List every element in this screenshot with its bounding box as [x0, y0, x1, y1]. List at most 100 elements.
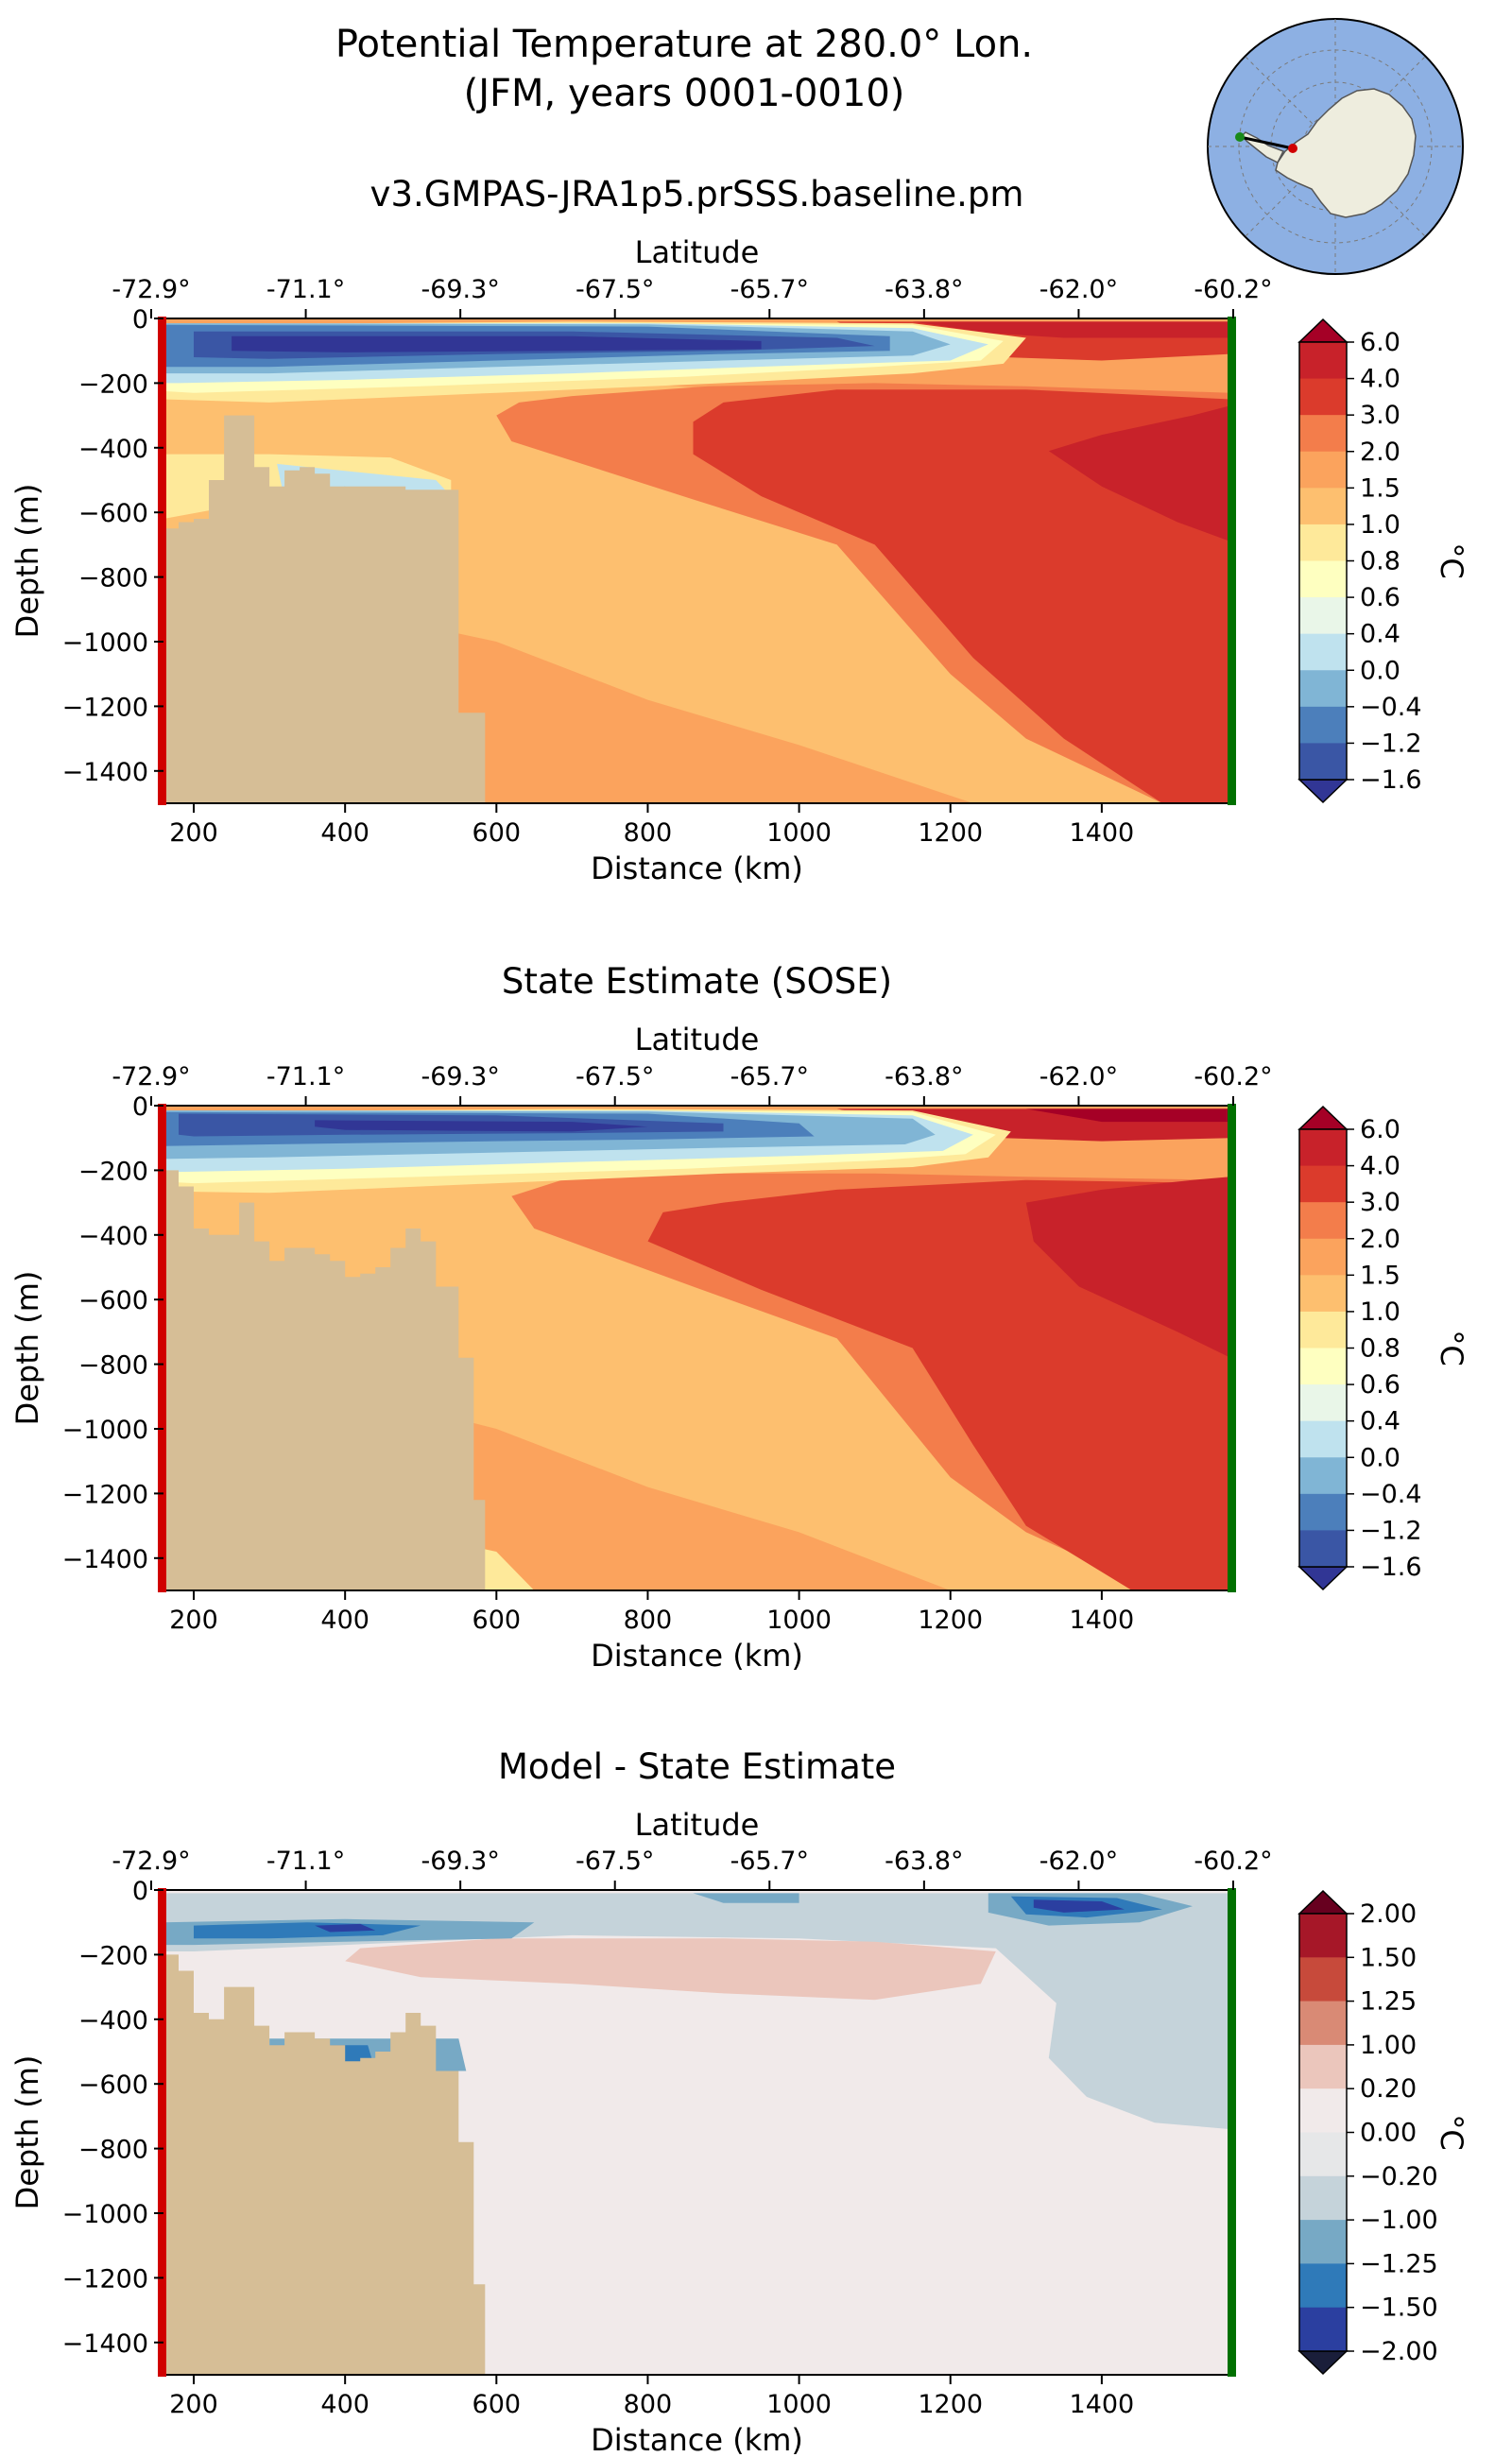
colorbar-segment	[1299, 1493, 1347, 1531]
y-axis-label: Depth (m)	[9, 484, 45, 639]
x-tick-label: 200	[169, 818, 218, 848]
top-axis-label: Latitude	[635, 1022, 760, 1057]
bathymetry	[163, 415, 486, 803]
colorbar: 6.0 4.0 3.0 2.0 1.5 1.0 0.8 0.6 0.4 0.0 −0.4 −1.2 −1…	[1297, 1105, 1469, 1591]
colorbar-tick-label: 0.0	[1360, 1443, 1400, 1472]
inset-section-line	[1239, 135, 1294, 150]
colorbar-extend-min	[1297, 1566, 1349, 1591]
lat-tick-label: -60.2°	[1194, 1847, 1272, 1876]
x-tick-label: 400	[320, 2390, 369, 2419]
colorbar-tick-label: −0.4	[1360, 693, 1422, 722]
colorbar-segment	[1299, 1202, 1347, 1240]
x-tick-label: 800	[624, 818, 673, 848]
contour-band	[345, 1938, 996, 2001]
lat-tick-label: -60.2°	[1194, 275, 1272, 304]
colorbar-tick-label: −2.00	[1360, 2337, 1438, 2366]
colorbar-tick-label: −1.2	[1360, 1516, 1422, 1545]
colorbar-segment	[1299, 415, 1347, 453]
colorbar-tick-label: 0.00	[1360, 2119, 1417, 2148]
y-tick-label: −800	[78, 564, 148, 593]
y-tick-label: −200	[78, 1941, 148, 1970]
colorbar-segment	[1299, 597, 1347, 635]
colorbar-tick-label: 0.4	[1360, 1407, 1400, 1436]
colorbar-segment	[1299, 1384, 1347, 1422]
colorbar-tick-label: −1.50	[1360, 2294, 1438, 2323]
x-axis-label: Distance (km)	[591, 850, 803, 886]
x-tick-label: 600	[472, 818, 522, 848]
y-tick-label: −600	[78, 499, 148, 528]
colorbar-tick-label: 4.0	[1360, 1152, 1400, 1181]
colorbar-segment	[1299, 633, 1347, 671]
colorbar-tick-label: 6.0	[1360, 1115, 1400, 1144]
colorbar-segment	[1299, 1165, 1347, 1203]
x-tick-label: 800	[624, 2390, 673, 2419]
x-tick-label: 1000	[766, 1606, 832, 1635]
colorbar-tick-label: −1.00	[1360, 2206, 1438, 2235]
y-tick-label: −400	[78, 435, 148, 464]
colorbar-tick-label: 1.5	[1360, 473, 1400, 503]
x-tick-label: 1000	[766, 2390, 832, 2419]
colorbar-segment	[1299, 488, 1347, 525]
y-tick-label: −800	[78, 2136, 148, 2165]
figure-title-line2: (JFM, years 0001-0010)	[464, 72, 905, 115]
y-tick-label: −400	[78, 1222, 148, 1251]
colorbar-tick-label: −1.6	[1360, 1553, 1422, 1582]
colorbar-tick-label: 0.6	[1360, 583, 1400, 612]
y-tick-label: −1200	[62, 2264, 148, 2294]
colorbar-segment	[1299, 524, 1347, 561]
lat-tick-label: -62.0°	[1040, 1062, 1118, 1091]
difference-panel: Model - State Estimate 200 400 600 800 1000 12…	[9, 1746, 1469, 2457]
lat-tick-label: -60.2°	[1194, 1062, 1272, 1091]
colorbar-segment	[1299, 1129, 1347, 1167]
colorbar-label: °C	[1434, 542, 1469, 578]
y-tick-label: −800	[78, 1351, 148, 1381]
colorbar-segment	[1299, 560, 1347, 598]
panel-title: v3.GMPAS-JRA1p5.prSSS.baseline.pm	[370, 174, 1024, 215]
y-tick-label: −200	[78, 1157, 148, 1186]
lat-tick-label: -63.8°	[885, 1062, 963, 1091]
colorbar-tick-label: 3.0	[1360, 401, 1400, 430]
colorbar-tick-label: 1.5	[1360, 1261, 1400, 1290]
colorbar-segment	[1299, 1457, 1347, 1495]
lat-tick-label: -63.8°	[885, 275, 963, 304]
colorbar-tick-label: −1.25	[1360, 2249, 1438, 2278]
panel-title: State Estimate (SOSE)	[502, 961, 892, 1002]
colorbar-segment	[1299, 2263, 1347, 2309]
lat-tick-label: -65.7°	[730, 275, 809, 304]
colorbar-tick-label: −1.6	[1360, 765, 1422, 795]
colorbar-tick-label: 2.0	[1360, 1225, 1400, 1254]
lat-tick-label: -69.3°	[421, 275, 499, 304]
y-tick-label: −200	[78, 369, 148, 399]
lat-tick-label: -62.0°	[1040, 1847, 1118, 1876]
top-axis-label: Latitude	[635, 234, 760, 270]
colorbar: 6.0 4.0 3.0 2.0 1.5 1.0 0.8 0.6 0.4 0.0 −0.4 −1.2 −1…	[1297, 318, 1469, 804]
colorbar-tick-label: 0.6	[1360, 1370, 1400, 1400]
lat-tick-label: -65.7°	[730, 1847, 809, 1876]
colorbar-segment	[1299, 2044, 1347, 2089]
y-tick-label: −1000	[62, 2200, 148, 2229]
colorbar-segment	[1299, 1311, 1347, 1349]
colorbar: 2.00 1.50 1.25 1.00 0.20 0.00 −0.20 −1.00 −1.25 −…	[1297, 1889, 1469, 2376]
x-tick-label: 600	[472, 1606, 522, 1635]
y-tick-label: −600	[78, 2070, 148, 2100]
colorbar-tick-label: 3.0	[1360, 1188, 1400, 1217]
colorbar-tick-label: 0.4	[1360, 620, 1400, 649]
contour-band	[1048, 405, 1230, 541]
y-tick-label: −1400	[62, 2329, 148, 2359]
contour-band	[1025, 1108, 1230, 1123]
lat-tick-label: -67.5°	[576, 1847, 654, 1876]
colorbar-segment	[1299, 2175, 1347, 2221]
lat-tick-label: -63.8°	[885, 1847, 963, 1876]
colorbar-segment	[1299, 451, 1347, 489]
colorbar-extend-max	[1297, 1105, 1349, 1130]
contour-band	[912, 321, 1230, 338]
colorbar-tick-label: 6.0	[1360, 328, 1400, 357]
y-tick-label: 0	[132, 1092, 148, 1122]
inset-section-end-marker	[1235, 132, 1245, 142]
y-tick-label: 0	[132, 305, 148, 335]
colorbar-segment	[1299, 1238, 1347, 1276]
y-tick-label: 0	[132, 1877, 148, 1906]
y-axis-label: Depth (m)	[9, 1271, 45, 1426]
colorbar-tick-label: −0.20	[1360, 2162, 1438, 2191]
